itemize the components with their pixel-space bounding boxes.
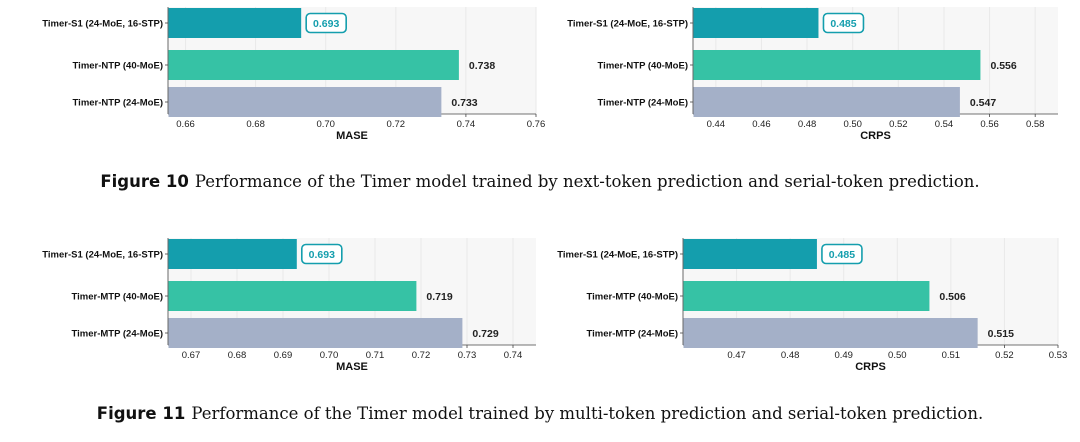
chart-4-value-label-1: 0.485 — [829, 249, 855, 261]
chart-1-category-label-3: Timer-NTP (24-MoE) — [73, 98, 163, 109]
chart-2-category-label-1: Timer-S1 (24-MoE, 16-STP) — [567, 19, 688, 30]
chart-3-value-badge — [300, 243, 343, 265]
chart-2-x-tick-label-6: 0.56 — [980, 119, 999, 130]
figure-11-label: Figure 11 — [96, 404, 186, 423]
chart-2-x-tick-label-4: 0.52 — [889, 119, 908, 130]
chart-1-category-label-2: Timer-NTP (40-MoE) — [73, 61, 163, 72]
chart-1-x-tick-label-2: 0.70 — [316, 119, 335, 130]
chart-3-x-tick-label-1: 0.68 — [228, 350, 247, 361]
chart-4-x-tick-label-6: 0.53 — [1049, 350, 1068, 361]
chart-4-value-badge — [821, 243, 863, 265]
chart-3-x-tick-label-6: 0.73 — [458, 350, 477, 361]
chart-2-value-label-1: 0.485 — [830, 18, 856, 30]
chart-4-x-tick-label-1: 0.48 — [781, 350, 800, 361]
chart-3: 0.67 0.68 0.69 0.70 0.71 0.72 0.73 0.74 MASE Time… — [42, 238, 536, 373]
chart-1-category-label-1: Timer-S1 (24-MoE, 16-STP) — [42, 19, 163, 30]
chart-4-x-tick-label-4: 0.51 — [942, 350, 961, 361]
chart-2-bar-1 — [693, 8, 819, 38]
chart-1-value-label-3: 0.733 — [451, 97, 477, 109]
chart-3-x-tick-label-3: 0.70 — [320, 350, 339, 361]
chart-1: 0.66 0.68 0.70 0.72 0.74 0.76 MASE Timer-S1 (24… — [42, 7, 545, 142]
chart-4-bar-3 — [683, 318, 978, 348]
chart-3-x-axis-label: MASE — [336, 361, 368, 373]
chart-4-category-label-3: Timer-MTP (24-MoE) — [587, 329, 679, 340]
chart-3-x-tick-label-4: 0.71 — [366, 350, 385, 361]
chart-2-bar-2 — [693, 50, 981, 80]
chart-4-x-tick-label-2: 0.49 — [834, 350, 853, 361]
chart-2-x-tick-label-2: 0.48 — [798, 119, 817, 130]
figure-10-caption: Figure 10 Performance of the Timer model … — [0, 172, 1080, 191]
chart-4: 0.47 0.48 0.49 0.50 0.51 0.52 0.53 CRPS Timer-S1… — [557, 238, 1067, 373]
chart-2-x-tick-label-3: 0.50 — [843, 119, 862, 130]
chart-4-category-label-1: Timer-S1 (24-MoE, 16-STP) — [557, 250, 678, 261]
figure-11-text: Performance of the Timer model trained b… — [191, 404, 984, 423]
chart-2-value-badge — [822, 12, 865, 34]
chart-1-x-tick-label-4: 0.74 — [457, 119, 476, 130]
chart-3-bar-2 — [168, 281, 417, 311]
chart-4-value-label-3: 0.515 — [988, 328, 1014, 340]
figure-10-text: Performance of the Timer model trained b… — [194, 172, 980, 191]
chart-2-value-label-2: 0.556 — [990, 60, 1016, 72]
chart-4-x-tick-label-5: 0.52 — [995, 350, 1014, 361]
chart-1-bar-1 — [168, 8, 302, 38]
chart-3-x-tick-label-7: 0.74 — [504, 350, 523, 361]
chart-4-category-label-2: Timer-MTP (40-MoE) — [587, 292, 679, 303]
chart-1-value-label-2: 0.738 — [469, 60, 495, 72]
chart-2-x-tick-label-5: 0.54 — [935, 119, 954, 130]
chart-2-x-axis-label: CRPS — [860, 130, 891, 142]
chart-2-x-tick-label-7: 0.58 — [1026, 119, 1045, 130]
chart-4-value-label-2: 0.506 — [939, 291, 965, 303]
chart-1-bar-3 — [168, 87, 442, 117]
chart-1-x-tick-label-0: 0.66 — [176, 119, 195, 130]
chart-1-value-label-1: 0.693 — [313, 18, 339, 30]
chart-3-bar-3 — [168, 318, 463, 348]
chart-1-bar-2 — [168, 50, 459, 80]
figure-10-label: Figure 10 — [100, 172, 189, 191]
chart-2-x-tick-label-1: 0.46 — [752, 119, 771, 130]
chart-2-value-label-3: 0.547 — [970, 97, 996, 109]
chart-4-bar-1 — [683, 239, 817, 269]
chart-1-x-tick-label-1: 0.68 — [246, 119, 265, 130]
chart-3-x-tick-label-2: 0.69 — [274, 350, 293, 361]
chart-4-bar-2 — [683, 281, 930, 311]
chart-1-x-tick-label-3: 0.72 — [387, 119, 406, 130]
chart-1-value-badge — [305, 12, 347, 34]
chart-2-bar-3 — [693, 87, 960, 117]
chart-1-x-tick-label-5: 0.76 — [527, 119, 546, 130]
chart-3-value-label-3: 0.729 — [472, 328, 498, 340]
chart-3-category-label-3: Timer-MTP (24-MoE) — [72, 329, 164, 340]
chart-1-x-axis-label: MASE — [336, 130, 368, 142]
chart-2-category-label-2: Timer-NTP (40-MoE) — [598, 61, 688, 72]
chart-2-category-label-3: Timer-NTP (24-MoE) — [598, 98, 688, 109]
chart-4-x-tick-label-3: 0.50 — [888, 350, 907, 361]
chart-3-x-tick-label-5: 0.72 — [412, 350, 431, 361]
chart-4-x-tick-label-0: 0.47 — [727, 350, 746, 361]
chart-2: 0.44 0.46 0.48 0.50 0.52 0.54 0.56 0.58 CRPS Time… — [567, 7, 1058, 142]
chart-3-value-label-1: 0.693 — [309, 249, 335, 261]
chart-3-bar-1 — [168, 239, 297, 269]
chart-4-x-axis-label: CRPS — [855, 361, 886, 373]
figure-11-caption: Figure 11 Performance of the Timer model … — [0, 404, 1080, 423]
chart-3-category-label-1: Timer-S1 (24-MoE, 16-STP) — [42, 250, 163, 261]
chart-3-x-tick-label-0: 0.67 — [182, 350, 201, 361]
chart-3-category-label-2: Timer-MTP (40-MoE) — [72, 292, 164, 303]
chart-3-value-label-2: 0.719 — [426, 291, 452, 303]
chart-2-x-tick-label-0: 0.44 — [707, 119, 726, 130]
